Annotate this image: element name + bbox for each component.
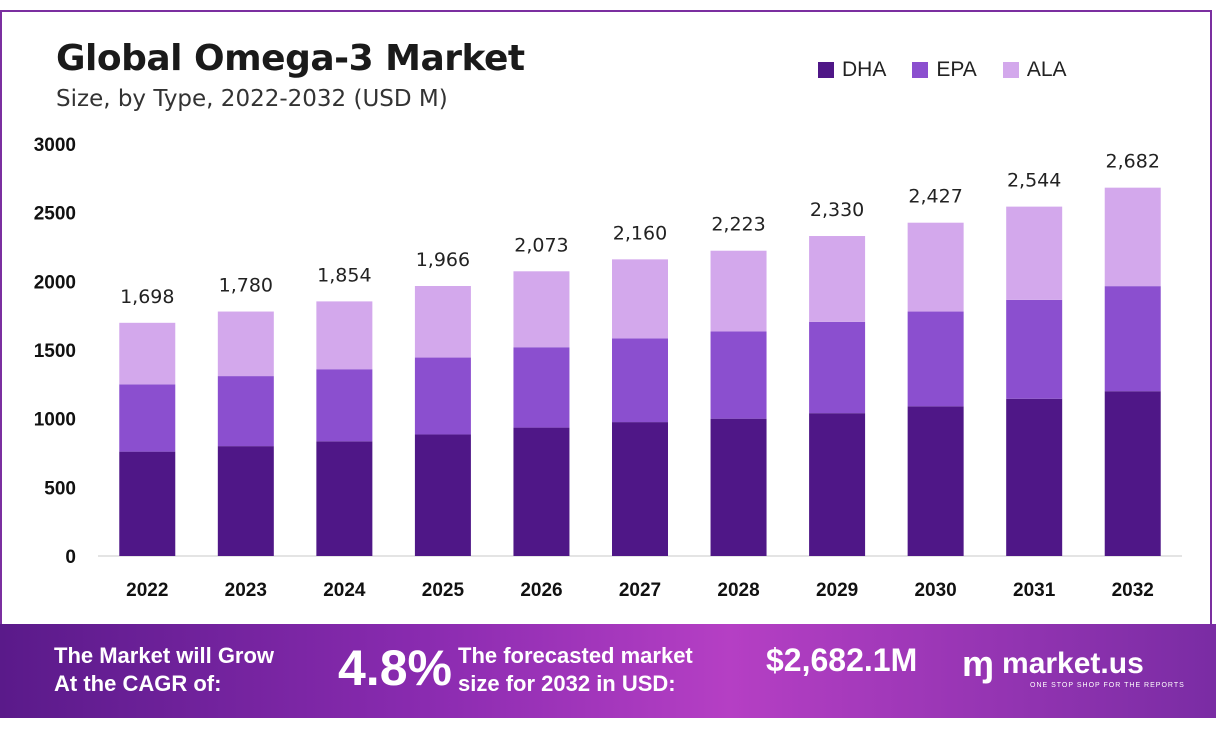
- bar-segment-ala: [119, 322, 176, 385]
- legend-label-ala: ALA: [1026, 58, 1067, 81]
- bar-total-label: 2,330: [810, 199, 864, 221]
- bar-segment-epa: [119, 384, 176, 452]
- legend: DHA EPA ALA: [818, 58, 1067, 82]
- bar-segment-dha: [217, 446, 274, 556]
- bar-total-label: 1,780: [219, 275, 273, 297]
- cagr-label-line-2: At the CAGR of:: [54, 671, 222, 696]
- y-tick-label: 2500: [34, 204, 76, 225]
- bar-segment-ala: [809, 236, 866, 322]
- bar-segment-epa: [1104, 286, 1161, 392]
- x-tick-label: 2031: [1013, 580, 1056, 601]
- bar-segment-dha: [907, 406, 964, 556]
- bar-segment-ala: [513, 271, 570, 348]
- chart-subtitle: Size, by Type, 2022-2032 (USD M): [56, 86, 448, 112]
- chart-title: Global Omega-3 Market: [56, 38, 525, 79]
- cagr-value: 4.8%: [338, 640, 452, 696]
- legend-swatch-epa: [912, 62, 929, 78]
- bar-segment-epa: [316, 369, 373, 442]
- y-tick-label: 2000: [34, 272, 76, 293]
- legend-swatch-dha: [818, 62, 834, 78]
- bar-segment-epa: [217, 376, 274, 447]
- bar-segment-dha: [414, 434, 471, 556]
- bar-segment-epa: [612, 338, 668, 423]
- y-tick-label: 1500: [34, 341, 76, 362]
- bar-total-label: 2,223: [711, 214, 765, 236]
- x-tick-label: 2024: [323, 580, 366, 601]
- bar-segment-dha: [316, 441, 373, 556]
- summary-banner: The Market will Grow At the CAGR of: 4.8…: [0, 624, 1216, 718]
- forecast-value: $2,682.1M: [766, 642, 918, 678]
- bar-segment-ala: [217, 311, 274, 377]
- bar-segment-ala: [316, 301, 373, 370]
- x-tick-label: 2032: [1112, 580, 1154, 601]
- bar-segment-epa: [1006, 299, 1063, 399]
- stacked-bar-chart: 0 500 1000 1500 2000 2500 3000 1,698 2022 1,780 20…: [34, 135, 1182, 601]
- y-tick-label: 3000: [34, 135, 76, 156]
- x-tick-label: 2023: [225, 580, 267, 601]
- bar-segment-epa: [809, 321, 866, 414]
- y-tick-label: 0: [65, 547, 76, 568]
- legend-label-dha: DHA: [842, 58, 887, 81]
- brand-logo: ɱ market.us: [962, 646, 1144, 682]
- bar-total-label: 1,698: [120, 286, 174, 308]
- x-tick-label: 2022: [126, 580, 168, 601]
- x-tick-label: 2027: [619, 580, 661, 601]
- x-tick-label: 2028: [717, 580, 759, 601]
- bar-segment-ala: [907, 222, 964, 312]
- bar-segment-dha: [1006, 398, 1063, 556]
- bar-segment-ala: [710, 250, 767, 332]
- bar-total-label: 2,682: [1106, 151, 1160, 173]
- logo-mark-icon: ɱ: [962, 643, 995, 684]
- legend-item-dha: DHA: [818, 58, 886, 82]
- bar-segment-ala: [414, 286, 471, 358]
- bar-segment-ala: [1006, 206, 1063, 300]
- brand-tagline: ONE STOP SHOP FOR THE REPORTS: [1030, 682, 1185, 689]
- bar-segment-epa: [513, 347, 570, 428]
- brand-name: market.us: [1002, 647, 1144, 680]
- bar-segment-dha: [612, 422, 668, 556]
- bar-segment-dha: [809, 413, 866, 556]
- x-tick-label: 2025: [422, 580, 465, 601]
- y-tick-label: 1000: [34, 410, 76, 431]
- bar-segment-dha: [710, 418, 767, 556]
- forecast-label: The forecasted market size for 2032 in U…: [458, 642, 693, 698]
- legend-label-epa: EPA: [936, 58, 977, 81]
- legend-item-ala: ALA: [1002, 58, 1067, 82]
- bar-segment-epa: [414, 357, 471, 435]
- forecast-label-line-2: size for 2032 in USD:: [458, 671, 676, 696]
- cagr-label: The Market will Grow At the CAGR of:: [54, 642, 274, 698]
- x-tick-label: 2029: [816, 580, 858, 601]
- forecast-label-line-1: The forecasted market: [458, 643, 693, 668]
- bar-total-label: 1,966: [416, 249, 470, 271]
- legend-item-epa: EPA: [912, 58, 977, 82]
- bar-total-label: 2,073: [514, 234, 568, 256]
- bar-segment-epa: [710, 331, 767, 419]
- bar-total-label: 2,160: [613, 222, 667, 244]
- bar-segment-ala: [1104, 187, 1161, 287]
- bar-total-label: 1,854: [317, 264, 371, 286]
- bar-total-label: 2,427: [908, 186, 962, 208]
- bar-segment-epa: [907, 311, 964, 407]
- x-tick-label: 2030: [914, 580, 956, 601]
- y-tick-label: 500: [44, 478, 76, 499]
- x-tick-label: 2026: [520, 580, 562, 601]
- bar-segment-dha: [119, 451, 176, 556]
- bar-segment-dha: [513, 427, 570, 556]
- bar-segment-ala: [612, 259, 668, 339]
- cagr-label-line-1: The Market will Grow: [54, 643, 275, 668]
- bar-segment-dha: [1104, 391, 1161, 556]
- bar-total-label: 2,544: [1007, 170, 1061, 192]
- legend-swatch-ala: [1002, 62, 1019, 78]
